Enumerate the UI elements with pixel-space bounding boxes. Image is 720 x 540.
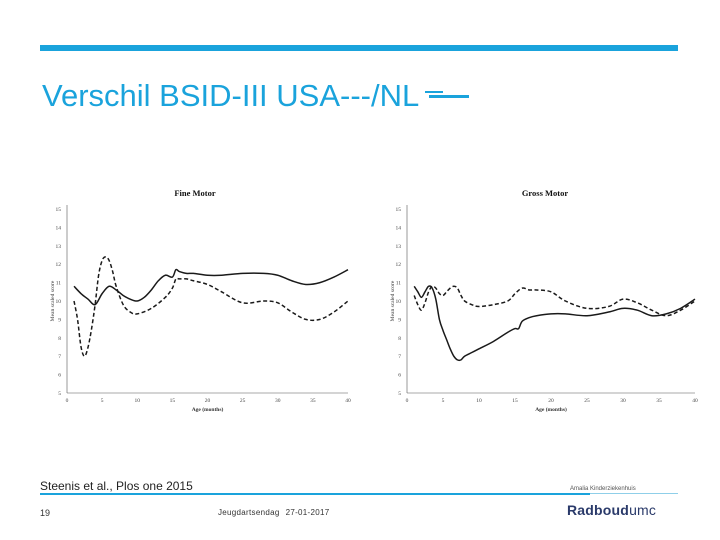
fine-motor-x-tick-label: 15 (170, 398, 176, 404)
fine-motor-y-tick-label: 14 (56, 225, 62, 231)
slide-title-text: Verschil BSID-III USA---/NL (42, 78, 420, 113)
event-name: Jeugdartsendag (218, 508, 280, 517)
fine-motor-series-nl (73, 268, 349, 306)
fine-motor-x-tick-label: 35 (310, 398, 316, 404)
gross-motor-y-tick-label: 9 (398, 317, 401, 323)
gross-motor-x-tick-label: 20 (548, 398, 554, 404)
fine-motor-y-tick-label: 5 (58, 391, 61, 397)
radboudumc-logo: Radboudumc (567, 502, 656, 518)
fine-motor-y-tick-label: 12 (56, 262, 62, 268)
gross-motor-x-tick-label: 25 (584, 398, 590, 404)
gross-motor-y-tick-label: 13 (396, 244, 402, 250)
gross-motor-x-tick-label: 0 (406, 398, 409, 404)
gross-motor-series-usa (413, 285, 696, 317)
title-accent-bar (40, 45, 678, 51)
gross-motor-x-axis-label: Age (months) (535, 406, 567, 413)
fine-motor-x-tick-label: 30 (275, 398, 281, 404)
gross-motor-x-tick-label: 40 (692, 398, 698, 404)
gross-motor-x-tick-label: 15 (512, 398, 518, 404)
footer-event: Jeugdartsendag 27-01-2017 (218, 508, 336, 517)
gross-motor-y-tick-label: 10 (396, 299, 402, 305)
gross-motor-y-tick-label: 8 (398, 336, 401, 342)
fine-motor-x-tick-label: 10 (135, 398, 141, 404)
fine-motor-y-tick-label: 8 (58, 336, 61, 342)
gross-motor-y-tick-label: 11 (396, 281, 402, 287)
gross-motor-x-tick-label: 30 (620, 398, 626, 404)
logo-main: Radboud (567, 502, 630, 518)
fine-motor-y-axis-label: Mean scaled score (50, 280, 56, 321)
gross-motor-y-tick-label: 14 (396, 225, 402, 231)
fine-motor-x-tick-label: 40 (345, 398, 351, 404)
fine-motor-x-axis-label: Age (months) (192, 406, 224, 413)
gross-motor-y-tick-label: 6 (398, 373, 401, 379)
organization-label: Amalia Kinderziekenhuis (570, 486, 636, 492)
gross-motor-x-tick-label: 5 (442, 398, 445, 404)
fine-motor-x-tick-label: 5 (101, 398, 104, 404)
gross-motor-chart: Gross Motor 5 6 7 8 9 10 11 12 13 14 15 0 5 10 15 20 25 30… (385, 183, 715, 428)
legend-line-icon (425, 86, 470, 100)
event-date: 27-01-2017 (285, 508, 330, 517)
fine-motor-y-tick-label: 10 (56, 299, 62, 305)
fine-motor-series-usa (73, 256, 349, 357)
fine-motor-x-tick-label: 20 (205, 398, 211, 404)
fine-motor-y-tick-label: 13 (56, 244, 62, 250)
gross-motor-y-axis-label: Mean scaled score (390, 280, 396, 321)
fine-motor-y-tick-label: 6 (58, 373, 61, 379)
gross-motor-y-tick-label: 7 (398, 354, 401, 360)
fine-motor-x-tick-label: 25 (240, 398, 246, 404)
fine-motor-y-tick-label: 9 (58, 317, 61, 323)
gross-motor-y-tick-label: 15 (396, 207, 402, 213)
gross-motor-chart-title: Gross Motor (522, 188, 569, 198)
fine-motor-chart-title: Fine Motor (174, 188, 216, 198)
logo-suffix: umc (629, 502, 657, 518)
page-number: 19 (40, 508, 51, 518)
fine-motor-x-tick-label: 0 (66, 398, 69, 404)
footer-divider (40, 493, 590, 495)
fine-motor-chart: Fine Motor 5 6 7 8 9 10 11 12 13 14 15 0 5 10 15 20 25 30 3… (45, 183, 365, 428)
gross-motor-x-tick-label: 10 (476, 398, 482, 404)
fine-motor-y-tick-label: 7 (58, 354, 61, 360)
footer-divider-end (590, 493, 678, 494)
gross-motor-x-tick-label: 35 (656, 398, 662, 404)
slide-title: Verschil BSID-III USA---/NL (42, 78, 470, 114)
citation: Steenis et al., Plos one 2015 (40, 479, 193, 493)
fine-motor-y-tick-label: 15 (56, 207, 62, 213)
gross-motor-y-tick-label: 5 (398, 391, 401, 397)
fine-motor-y-tick-label: 11 (56, 281, 62, 287)
gross-motor-series-nl (413, 285, 696, 362)
gross-motor-y-tick-label: 12 (396, 262, 402, 268)
